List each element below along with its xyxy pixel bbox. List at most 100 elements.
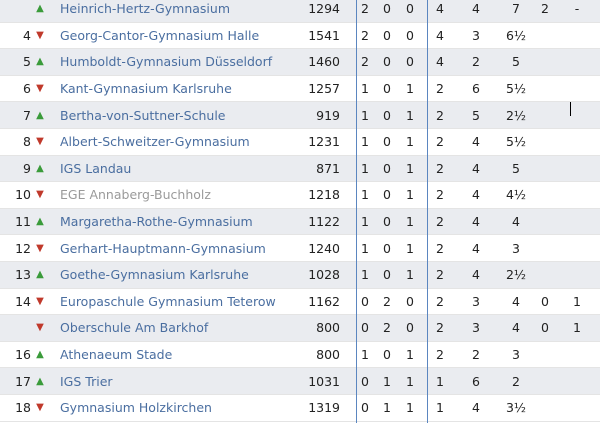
rating-cell: 1028 (308, 267, 340, 283)
losses-cell: 1 (406, 240, 414, 256)
rating-cell: 1122 (308, 214, 340, 230)
losses-cell: 1 (406, 160, 414, 176)
triangle-up-icon: ▲ (36, 56, 44, 68)
match-points-cell: 1 (436, 373, 444, 389)
extra-cell-1 (538, 235, 552, 261)
extra-cell-1 (538, 395, 552, 421)
draws-cell: 0 (383, 54, 391, 70)
draws-cell: 2 (383, 293, 391, 309)
score-cell: 7 (512, 1, 520, 17)
score-cell: 2 (512, 373, 520, 389)
team-name-link[interactable]: Margaretha-Rothe-Gymnasium (60, 214, 253, 230)
board-points-cell: 4 (472, 187, 480, 203)
wins-cell: 1 (361, 347, 369, 363)
draws-cell: 0 (383, 240, 391, 256)
team-name-link[interactable]: Heinrich-Hertz-Gymnasium (60, 1, 230, 17)
table-row: 5 1460 2 0 0 4 2 5 ▲ Humboldt-Gymnasium Düsseldor… (0, 49, 600, 76)
wins-cell: 1 (361, 160, 369, 176)
extra-cell-1: 0 (541, 320, 549, 336)
team-name-link[interactable]: Albert-Schweitzer-Gymnasium (60, 134, 250, 150)
extra-cell-2 (570, 209, 584, 235)
extra-cell-2 (570, 49, 584, 75)
extra-cell-2 (570, 395, 584, 421)
team-name-link[interactable]: EGE Annaberg-Buchholz (60, 187, 211, 203)
table-row: 12 1240 1 0 1 2 4 3 ▼ Gerhart-Hauptmann-Gymnasium (0, 235, 600, 262)
draws-cell: 0 (383, 160, 391, 176)
match-points-cell: 2 (436, 214, 444, 230)
match-points-cell: 2 (436, 160, 444, 176)
extra-cell-1 (538, 49, 552, 75)
board-points-cell: 4 (472, 160, 480, 176)
team-name-link[interactable]: Goethe-Gymnasium Karlsruhe (60, 267, 249, 283)
extra-cell-1 (538, 76, 552, 102)
team-name-link[interactable]: Gymnasium Holzkirchen (60, 400, 212, 416)
rank-cell: 8 (23, 134, 31, 150)
score-cell: 5 (512, 160, 520, 176)
rank-cell: 13 (15, 267, 31, 283)
extra-cell-2 (570, 76, 584, 102)
losses-cell: 0 (406, 320, 414, 336)
match-points-cell: 4 (436, 54, 444, 70)
rank-cell: 5 (23, 54, 31, 70)
losses-cell: 1 (406, 134, 414, 150)
extra-cell-2 (570, 182, 584, 208)
team-name-link[interactable]: Georg-Cantor-Gymnasium Halle (60, 27, 260, 43)
match-points-cell: 2 (436, 267, 444, 283)
wins-cell: 1 (361, 107, 369, 123)
rank-cell: 10 (15, 187, 31, 203)
losses-cell: 1 (406, 400, 414, 416)
losses-cell: 1 (406, 373, 414, 389)
triangle-down-icon: ▼ (36, 402, 44, 414)
team-name-link[interactable]: Kant-Gymnasium Karlsruhe (60, 81, 232, 97)
triangle-down-icon: ▼ (36, 295, 44, 307)
wins-cell: 0 (361, 400, 369, 416)
score-cell: 3 (512, 347, 520, 363)
triangle-up-icon: ▲ (36, 109, 44, 121)
extra-cell-2 (570, 342, 584, 368)
rank-cell: 14 (15, 293, 31, 309)
extra-cell-1 (538, 209, 552, 235)
rank-cell (0, 315, 31, 341)
team-name-link[interactable]: IGS Trier (60, 373, 113, 389)
table-row: 6 1257 1 0 1 2 6 5½ ▼ Kant-Gymnasium Karlsruhe (0, 75, 600, 103)
rating-cell: 1031 (308, 373, 340, 389)
wins-cell: 1 (361, 187, 369, 203)
rank-cell (0, 0, 31, 22)
draws-cell: 0 (383, 81, 391, 97)
rank-cell: 16 (15, 347, 31, 363)
triangle-up-icon: ▲ (36, 162, 44, 174)
match-points-cell: 2 (436, 81, 444, 97)
board-points-cell: 3 (472, 320, 480, 336)
match-points-cell: 2 (436, 134, 444, 150)
team-name-link[interactable]: Gerhart-Hauptmann-Gymnasium (60, 240, 266, 256)
table-row: 7 919 1 0 1 2 5 2½ ▲ Bertha-von-Suttner-Schule (0, 102, 600, 129)
column-divider (427, 0, 428, 423)
extra-cell-1 (538, 342, 552, 368)
wins-cell: 2 (361, 1, 369, 17)
text-cursor (570, 102, 571, 116)
extra-cell-2 (570, 129, 584, 155)
extra-cell-2 (570, 23, 584, 49)
wins-cell: 0 (361, 373, 369, 389)
draws-cell: 0 (383, 27, 391, 43)
score-cell: 3½ (505, 400, 527, 416)
team-name-link[interactable]: Oberschule Am Barkhof (60, 320, 209, 336)
triangle-up-icon: ▲ (36, 216, 44, 228)
board-points-cell: 6 (472, 373, 480, 389)
losses-cell: 0 (406, 54, 414, 70)
losses-cell: 0 (406, 1, 414, 17)
team-name-link[interactable]: Bertha-von-Suttner-Schule (60, 107, 226, 123)
team-name-link[interactable]: Europaschule Gymnasium Teterow (60, 293, 276, 309)
team-name-link[interactable]: IGS Landau (60, 160, 132, 176)
rank-cell: 18 (15, 400, 31, 416)
score-cell: 2½ (505, 267, 527, 283)
match-points-cell: 2 (436, 293, 444, 309)
score-cell: 3 (512, 240, 520, 256)
team-name-link[interactable]: Athenaeum Stade (60, 347, 173, 363)
team-name-link[interactable]: Humboldt-Gymnasium Düsseldorf (60, 54, 273, 70)
draws-cell: 0 (383, 347, 391, 363)
rank-cell: 17 (15, 373, 31, 389)
draws-cell: 0 (383, 134, 391, 150)
score-cell: 6½ (505, 27, 527, 43)
